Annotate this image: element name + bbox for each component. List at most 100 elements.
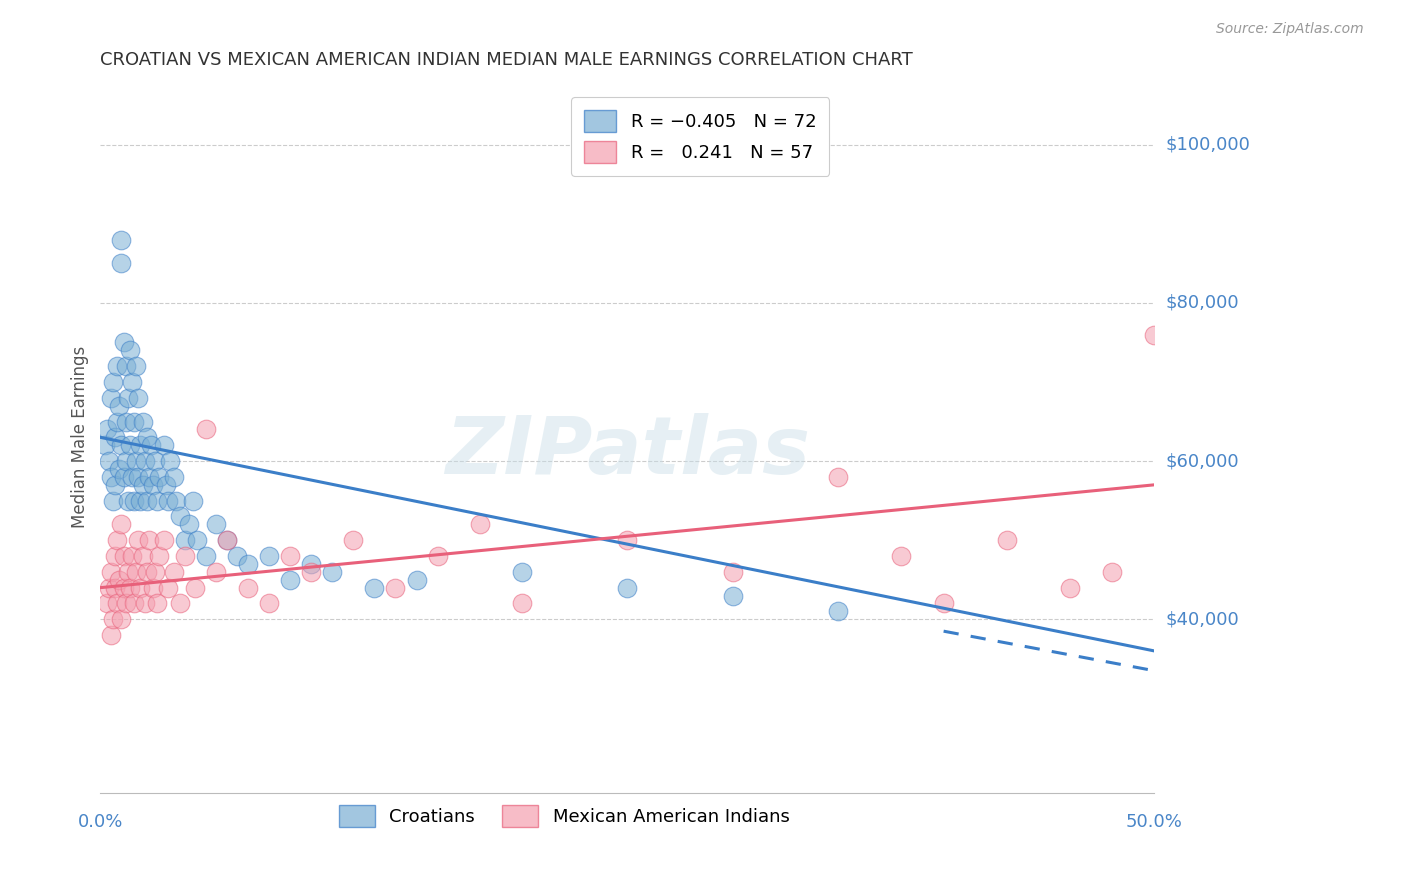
Text: 50.0%: 50.0%: [1126, 814, 1182, 831]
Point: [194, 422, 217, 436]
Point: [143, 565, 166, 579]
Point: [299, 557, 322, 571]
Point: [110, 233, 132, 247]
Point: [104, 549, 127, 563]
Point: [156, 493, 179, 508]
Text: $80,000: $80,000: [1166, 293, 1239, 312]
Point: [134, 454, 156, 468]
Point: [96, 422, 118, 436]
Point: [105, 359, 128, 373]
Point: [236, 581, 259, 595]
Point: [299, 565, 322, 579]
Point: [108, 573, 131, 587]
Point: [117, 493, 139, 508]
Point: [278, 573, 301, 587]
Point: [121, 470, 143, 484]
Point: [142, 581, 165, 595]
Point: [721, 565, 744, 579]
Point: [186, 533, 208, 548]
Point: [93, 438, 115, 452]
Point: [995, 533, 1018, 548]
Point: [104, 430, 127, 444]
Point: [100, 628, 122, 642]
Point: [226, 549, 249, 563]
Point: [135, 493, 157, 508]
Point: [129, 438, 152, 452]
Point: [129, 581, 152, 595]
Point: [236, 557, 259, 571]
Point: [110, 256, 132, 270]
Point: [155, 478, 177, 492]
Point: [114, 597, 136, 611]
Point: [827, 604, 849, 618]
Point: [114, 454, 136, 468]
Point: [100, 565, 122, 579]
Point: [146, 493, 169, 508]
Point: [278, 549, 301, 563]
Point: [97, 581, 120, 595]
Point: [127, 470, 149, 484]
Point: [131, 478, 153, 492]
Point: [125, 359, 148, 373]
Point: [125, 454, 148, 468]
Point: [616, 533, 638, 548]
Point: [105, 415, 128, 429]
Point: [125, 565, 148, 579]
Point: [163, 565, 186, 579]
Point: [1143, 327, 1166, 342]
Point: [257, 549, 280, 563]
Point: [118, 438, 141, 452]
Point: [114, 415, 136, 429]
Point: [163, 470, 186, 484]
Point: [205, 517, 228, 532]
Text: $40,000: $40,000: [1166, 610, 1239, 628]
Point: [101, 493, 124, 508]
Point: [321, 565, 343, 579]
Point: [159, 454, 181, 468]
Text: Source: ZipAtlas.com: Source: ZipAtlas.com: [1216, 22, 1364, 37]
Point: [510, 565, 533, 579]
Y-axis label: Median Male Earnings: Median Male Earnings: [72, 346, 89, 528]
Point: [468, 517, 491, 532]
Point: [152, 533, 174, 548]
Point: [827, 470, 849, 484]
Point: [1101, 565, 1123, 579]
Point: [1059, 581, 1081, 595]
Point: [146, 597, 169, 611]
Point: [135, 565, 157, 579]
Point: [181, 493, 204, 508]
Point: [932, 597, 955, 611]
Point: [112, 549, 135, 563]
Point: [215, 533, 238, 548]
Point: [156, 581, 179, 595]
Point: [114, 359, 136, 373]
Point: [169, 509, 191, 524]
Point: [131, 549, 153, 563]
Point: [138, 470, 160, 484]
Point: [142, 478, 165, 492]
Point: [105, 533, 128, 548]
Text: $60,000: $60,000: [1166, 452, 1239, 470]
Point: [194, 549, 217, 563]
Point: [363, 581, 385, 595]
Point: [101, 612, 124, 626]
Point: [112, 470, 135, 484]
Point: [165, 493, 187, 508]
Point: [135, 430, 157, 444]
Point: [177, 517, 200, 532]
Point: [134, 597, 156, 611]
Point: [205, 565, 228, 579]
Point: [890, 549, 912, 563]
Point: [173, 533, 195, 548]
Point: [139, 438, 162, 452]
Point: [122, 415, 145, 429]
Point: [127, 391, 149, 405]
Point: [112, 581, 135, 595]
Point: [152, 438, 174, 452]
Point: [129, 493, 152, 508]
Point: [117, 391, 139, 405]
Point: [138, 533, 160, 548]
Point: [110, 438, 132, 452]
Point: [110, 517, 132, 532]
Point: [118, 581, 141, 595]
